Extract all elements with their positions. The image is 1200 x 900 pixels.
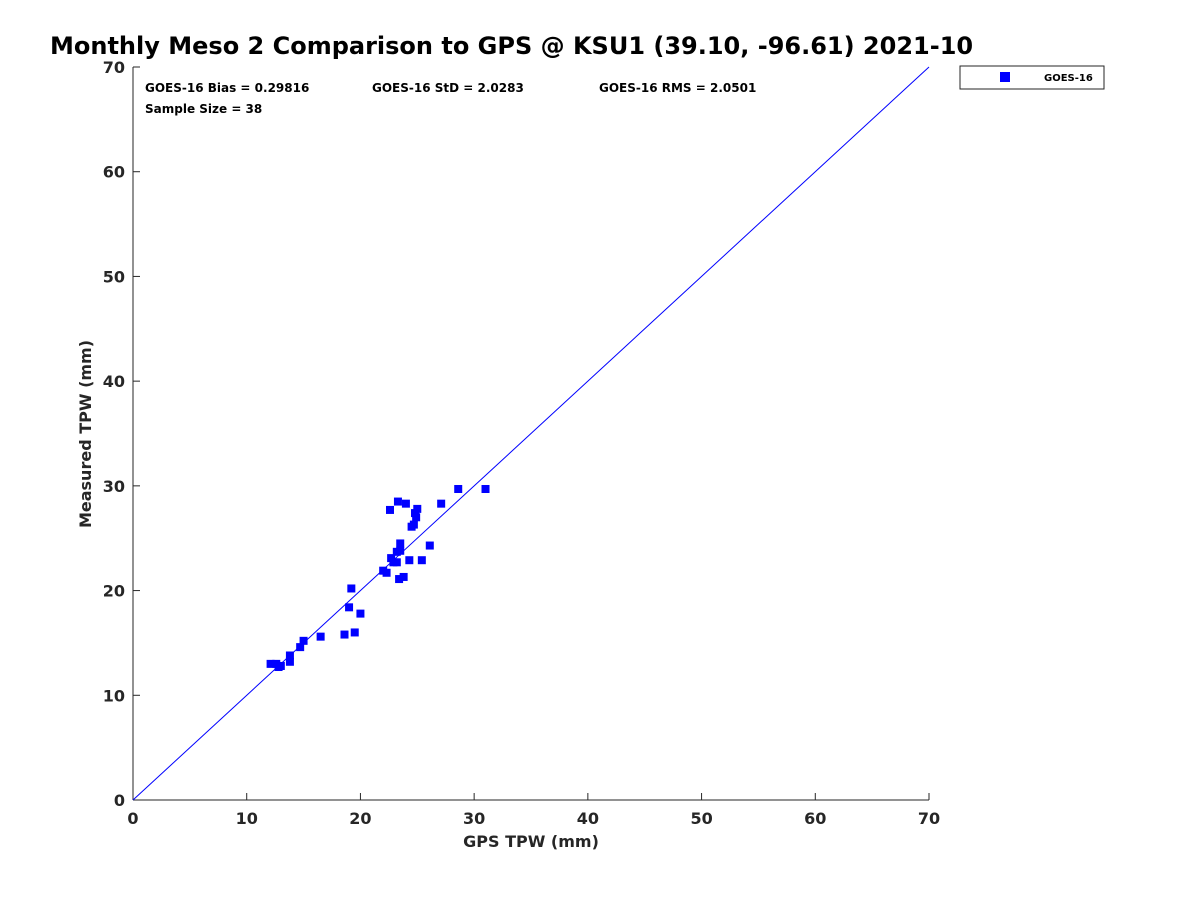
bias-annotation: GOES-16 Bias = 0.29816 bbox=[145, 81, 309, 95]
y-tick-label: 30 bbox=[103, 477, 125, 496]
data-point bbox=[392, 558, 401, 567]
data-point bbox=[437, 499, 446, 508]
x-tick-label: 30 bbox=[463, 809, 485, 828]
y-tick-label: 10 bbox=[103, 686, 125, 705]
data-point bbox=[296, 643, 305, 652]
data-point bbox=[417, 556, 426, 565]
data-points bbox=[266, 484, 490, 672]
data-point bbox=[347, 584, 356, 593]
std-annotation: GOES-16 StD = 2.0283 bbox=[372, 81, 524, 95]
data-point bbox=[299, 636, 308, 645]
data-point bbox=[285, 657, 294, 666]
y-tick-label: 60 bbox=[103, 163, 125, 182]
data-point bbox=[356, 609, 365, 618]
data-point bbox=[409, 520, 418, 529]
y-tick-label: 0 bbox=[114, 791, 125, 810]
data-point bbox=[387, 554, 396, 563]
data-point bbox=[340, 630, 349, 639]
y-tick-label: 20 bbox=[103, 582, 125, 601]
data-point bbox=[285, 651, 294, 660]
data-point bbox=[412, 513, 421, 522]
data-point bbox=[266, 659, 275, 668]
data-point bbox=[411, 509, 420, 518]
y-tick-label: 50 bbox=[103, 267, 125, 286]
axis-ticks: 0 10 20 30 40 50 60 70 0 10 20 30 40 50 60 70 bbox=[103, 58, 940, 828]
x-tick-label: 60 bbox=[804, 809, 826, 828]
data-point bbox=[425, 541, 434, 550]
data-point bbox=[413, 504, 422, 513]
legend-marker bbox=[1000, 72, 1010, 82]
x-tick-label: 20 bbox=[349, 809, 371, 828]
y-axis-title: Measured TPW (mm) bbox=[76, 340, 95, 528]
legend-label: GOES-16 bbox=[1044, 73, 1093, 84]
data-point bbox=[405, 556, 414, 565]
data-point bbox=[350, 628, 359, 637]
legend: GOES-16 bbox=[959, 65, 1105, 90]
data-point bbox=[316, 632, 325, 641]
data-point bbox=[454, 484, 463, 493]
legend-box bbox=[959, 65, 1105, 90]
data-point bbox=[393, 497, 402, 506]
y-tick-label: 40 bbox=[103, 372, 125, 391]
data-point bbox=[382, 568, 391, 577]
x-tick-label: 10 bbox=[236, 809, 258, 828]
data-point bbox=[396, 546, 405, 555]
data-point bbox=[395, 575, 404, 584]
one-to-one-reference-line bbox=[132, 66, 930, 801]
x-tick-label: 50 bbox=[690, 809, 712, 828]
data-point bbox=[481, 484, 490, 493]
x-tick-label: 70 bbox=[918, 809, 940, 828]
data-point bbox=[345, 603, 354, 612]
rms-annotation: GOES-16 RMS = 2.0501 bbox=[599, 81, 756, 95]
x-tick-label: 40 bbox=[577, 809, 599, 828]
stats-annotations: GOES-16 Bias = 0.29816 GOES-16 StD = 2.0… bbox=[145, 81, 756, 116]
y-tick-label: 70 bbox=[103, 58, 125, 77]
data-point bbox=[385, 505, 394, 514]
data-point bbox=[401, 499, 410, 508]
data-point bbox=[396, 539, 405, 548]
x-tick-label: 0 bbox=[127, 809, 138, 828]
data-point bbox=[276, 661, 285, 670]
sample-size-annotation: Sample Size = 38 bbox=[145, 102, 262, 116]
x-axis-title: GPS TPW (mm) bbox=[463, 832, 599, 851]
data-point bbox=[399, 572, 408, 581]
chart-title: Monthly Meso 2 Comparison to GPS @ KSU1 … bbox=[50, 32, 973, 60]
plot-area: 0 10 20 30 40 50 60 70 0 10 20 30 40 50 60 70 bbox=[103, 58, 940, 828]
